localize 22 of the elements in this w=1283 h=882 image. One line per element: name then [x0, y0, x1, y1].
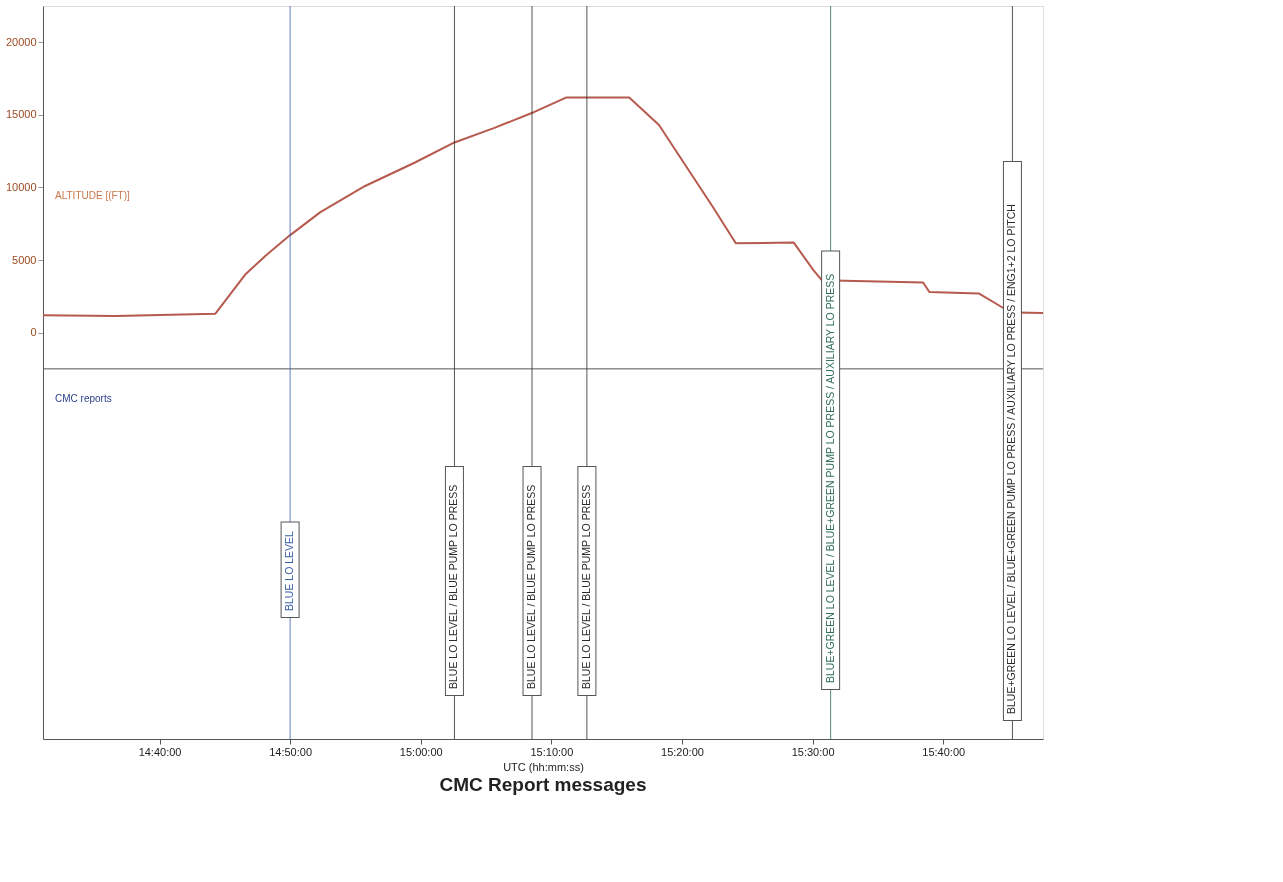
x-tick-label: 14:50:00: [269, 745, 313, 758]
text: CMC Report messages: [439, 774, 647, 795]
y-tick-label: 15000: [5, 108, 37, 121]
y-tick-label: 10000: [5, 180, 37, 193]
x-tick-label: 15:30:00: [791, 745, 835, 758]
ref-line-label: BLUE+GREEN LO LEVEL / BLUE+GREEN PUMP LO PRESS / AUXILIARY LO PRESS / ENG1+2 LO PITCH: [1005, 204, 1018, 714]
x-tick-label: 15:20:00: [661, 745, 704, 758]
x-tick-label: 15:00:00: [399, 745, 443, 758]
ref-line-label: BLUE+GREEN LO LEVEL / BLUE+GREEN PUMP LO PRESS / AUXILIARY LO PRESS: [823, 273, 836, 683]
ref-line-label: BLUE LO LEVEL / BLUE PUMP LO PRESS: [579, 484, 592, 689]
y-tick-label: 0: [30, 326, 37, 339]
text: ALTITUDE [(FT)]: [55, 190, 131, 201]
annotation: CMC reports: [55, 393, 112, 404]
x-tick-label: 15:40:00: [922, 745, 966, 758]
x-tick-label: 14:40:00: [138, 745, 182, 758]
ref-line-label: BLUE LO LEVEL / BLUE PUMP LO PRESS: [447, 484, 460, 689]
y-tick-label: 20000: [5, 35, 37, 48]
x-axis-title: UTC (hh:mm:ss): [503, 760, 584, 773]
ref-line-label: BLUE LO LEVEL / BLUE PUMP LO PRESS: [525, 484, 538, 689]
y-tick-label: 5000: [12, 253, 37, 266]
x-tick-label: 15:10:00: [530, 745, 574, 758]
ref-line-label: BLUE LO LEVEL: [283, 530, 296, 611]
